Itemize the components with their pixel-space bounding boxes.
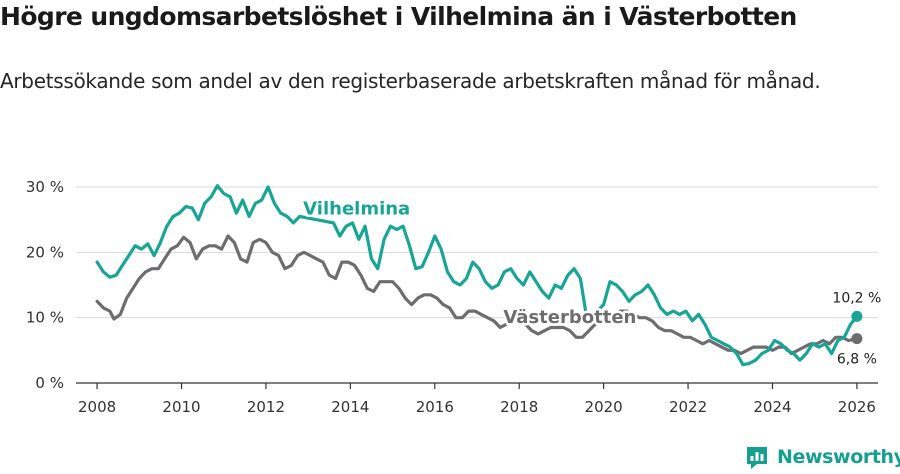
end-value-label-vasterbotten: 6,8 % [837, 352, 877, 368]
x-tick-label: 2018 [500, 398, 538, 416]
series-endpoint-vilhelmina [851, 310, 863, 322]
y-tick-label: 0 % [35, 374, 64, 392]
series-label-halo: Vilhelmina [303, 198, 410, 219]
x-tick-label: 2014 [331, 398, 369, 416]
x-tick-label: 2026 [838, 398, 876, 416]
line-chart: 0 % 10 % 20 % 30 % 2008 2010 2012 2014 2016 2018 2… [26, 178, 882, 416]
x-tick-label: 2020 [585, 398, 623, 416]
grid-layer [76, 186, 878, 319]
brand-name: Newsworthy [777, 446, 900, 468]
x-tick-label: 2016 [416, 398, 454, 416]
x-tick-label: 2010 [162, 398, 200, 416]
series-layer [95, 184, 863, 367]
brand[interactable]: Newsworthy [745, 442, 900, 472]
y-tick-label: 20 % [26, 243, 64, 261]
series-label-vilhelmina: Vilhelmina [303, 198, 410, 219]
series-endpoint-vasterbotten [851, 333, 863, 345]
x-tick-label: 2012 [247, 398, 285, 416]
chart-title: Högre ungdomsarbetslöshet i Vilhelmina ä… [0, 2, 797, 31]
axis-layer: 0 % 10 % 20 % 30 % 2008 2010 2012 2014 2016 2018 2… [26, 178, 878, 416]
newsworthy-logo-icon [747, 447, 767, 469]
series-line-vilhelmina [95, 184, 859, 367]
series-label-halo: Västerbotten [503, 307, 636, 328]
y-tick-label: 10 % [26, 309, 64, 327]
x-tick-label: 2008 [78, 398, 116, 416]
label-layer: 10,2 %6,8 %VilhelminaVilhelminaVästerbot… [301, 196, 882, 368]
series-line-vasterbotten [95, 234, 859, 356]
chart-subtitle: Arbetssökande som andel av den registerb… [0, 69, 821, 93]
end-value-label-vilhelmina: 10,2 % [832, 290, 881, 306]
x-tick-label: 2024 [753, 398, 791, 416]
y-tick-label: 30 % [26, 178, 64, 196]
x-tick-label: 2022 [669, 398, 707, 416]
series-label-vasterbotten: Västerbotten [503, 307, 636, 328]
